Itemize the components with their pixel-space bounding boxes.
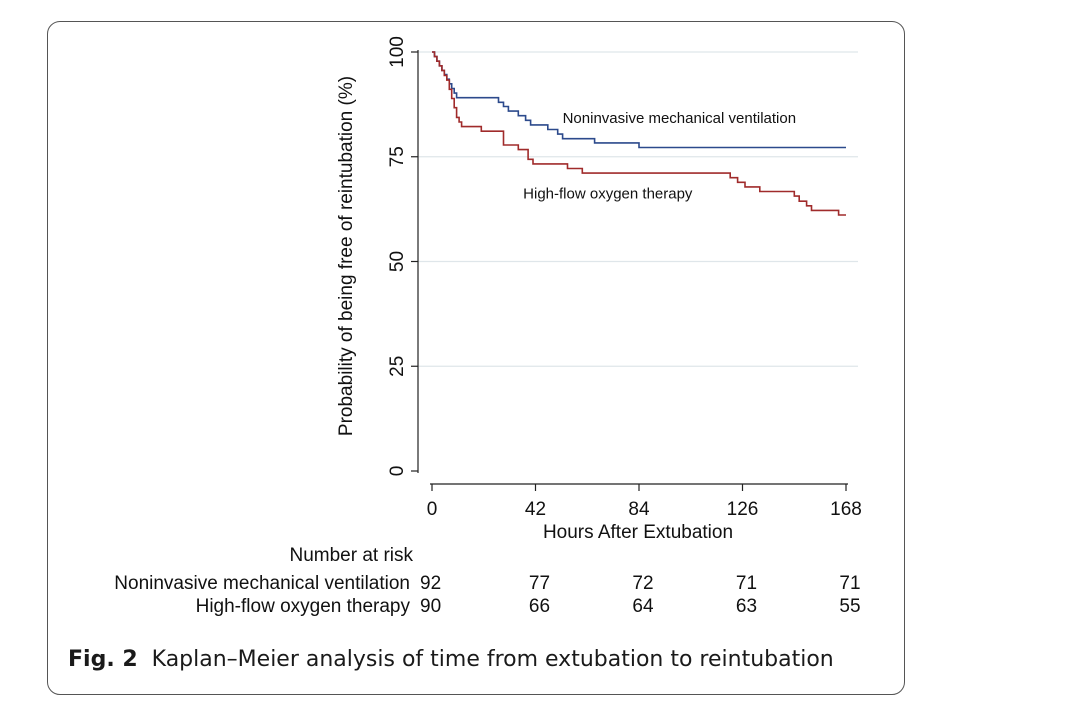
x-tick-label: 84 — [628, 499, 650, 520]
axes — [411, 50, 848, 491]
y-axis-label: Probability of being free of reintubatio… — [336, 76, 357, 436]
curve-annotation-1: Noninvasive mechanical ventilation — [563, 110, 796, 127]
y-tick-label: 100 — [387, 36, 408, 68]
figure-caption: Fig. 2 Kaplan–Meier analysis of time fro… — [68, 645, 834, 675]
risk-count: 77 — [529, 573, 550, 594]
chart-labels: Hours After Extubation Probability of be… — [289, 36, 861, 566]
curve-annotation-2: High-flow oxygen therapy — [523, 186, 693, 203]
figure-frame — [47, 21, 905, 695]
x-tick-label: 0 — [427, 499, 438, 520]
risk-count: 66 — [529, 596, 550, 617]
risk-count: 92 — [420, 573, 441, 594]
survival-curves — [432, 51, 846, 216]
risk-table: Noninvasive mechanical ventilation 92 77 72… — [114, 573, 860, 617]
survival-curve-1 — [432, 51, 846, 149]
survival-curve-2 — [432, 51, 846, 216]
x-tick-label: 168 — [830, 499, 862, 520]
y-tick-label: 50 — [387, 251, 408, 272]
risk-row-label: High-flow oxygen therapy — [196, 596, 411, 617]
y-tick-label: 0 — [387, 466, 408, 477]
grid-lines — [418, 51, 858, 367]
risk-count: 90 — [420, 596, 441, 617]
x-tick-label: 42 — [525, 499, 546, 520]
caption-text: Kaplan–Meier analysis of time from extub… — [151, 647, 834, 672]
risk-count: 71 — [839, 573, 860, 594]
y-tick-label: 75 — [387, 146, 408, 167]
risk-count: 55 — [839, 596, 860, 617]
y-tick-label: 25 — [387, 356, 408, 377]
caption-label: Fig. 2 — [68, 647, 138, 672]
risk-table-title: Number at risk — [289, 545, 413, 566]
risk-count: 64 — [632, 596, 654, 617]
risk-row-label: Noninvasive mechanical ventilation — [114, 573, 410, 594]
risk-count: 63 — [736, 596, 757, 617]
risk-count: 72 — [632, 573, 653, 594]
x-axis-label: Hours After Extubation — [543, 522, 733, 543]
x-tick-label: 126 — [727, 499, 759, 520]
risk-count: 71 — [736, 573, 757, 594]
